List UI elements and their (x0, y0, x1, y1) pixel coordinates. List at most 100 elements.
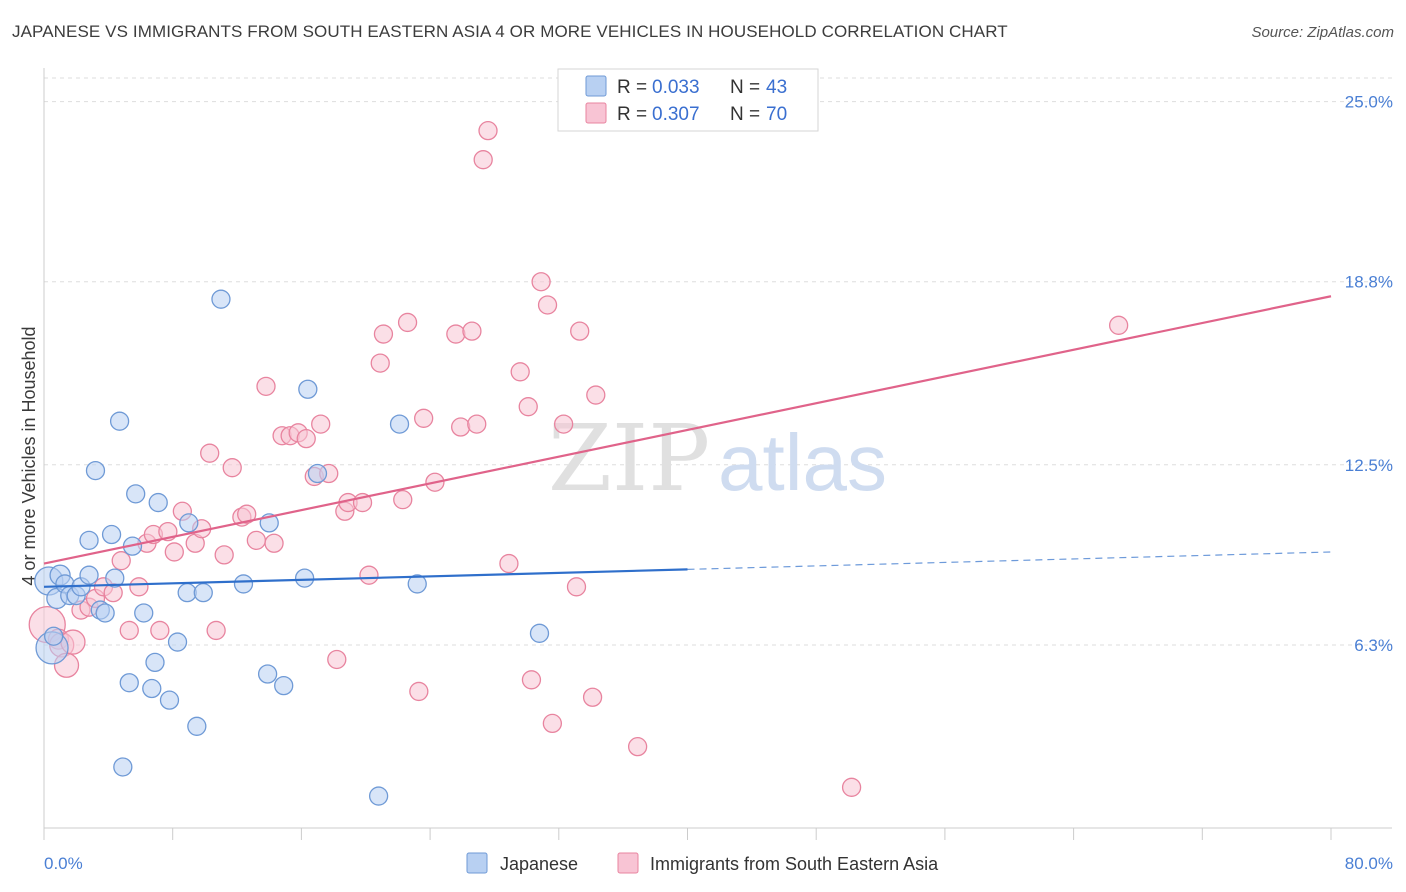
y-tick-labels: 25.0% 18.8% 12.5% 6.3% (1345, 93, 1393, 655)
immigrants-point-12 (129, 577, 149, 597)
immigrants-point-59 (531, 272, 551, 292)
immigrants-point-43 (373, 324, 394, 344)
japanese-point-41 (529, 623, 550, 643)
y-tick-label-1: 18.8% (1345, 273, 1393, 292)
immigrants-point-46 (409, 681, 429, 702)
japanese-point-12 (95, 603, 115, 623)
japanese-point-15 (109, 411, 130, 431)
japanese-point-19 (126, 484, 146, 504)
immigrants-point-51 (462, 321, 482, 341)
immigrants-point-33 (296, 428, 316, 449)
japanese-point-22 (145, 652, 165, 673)
japanese-point-24 (159, 690, 180, 710)
bottom-legend-label-immigrants: Immigrants from South Eastern Asia (650, 854, 939, 874)
japanese-trend-line-extension (687, 551, 1332, 570)
immigrants-point-56 (510, 362, 530, 382)
japanese-point-40 (407, 574, 427, 594)
bottom-legend-swatch-japanese (466, 852, 488, 874)
japanese-point-31 (233, 574, 254, 594)
japanese-point-30 (211, 289, 231, 309)
immigrants-point-44 (393, 490, 413, 510)
immigrants-point-53 (473, 150, 493, 170)
immigrants-point-29 (264, 533, 284, 553)
japanese-point-34 (274, 675, 294, 696)
japanese-point-28 (187, 716, 207, 736)
japanese-point-13 (101, 524, 122, 545)
japanese-point-36 (298, 379, 318, 399)
legend-n-value-1: 43 (766, 77, 787, 98)
immigrants-point-60 (537, 295, 558, 315)
japanese-point-42 (44, 626, 64, 646)
legend-n-label-2: N = (730, 104, 760, 125)
immigrants-point-47 (414, 408, 434, 428)
japanese-point-27 (179, 513, 199, 533)
japanese-point-35 (294, 568, 315, 588)
bottom-legend: Japanese Immigrants from South Eastern A… (466, 852, 939, 874)
immigrants-point-42 (370, 353, 390, 373)
chart-title: JAPANESE VS IMMIGRANTS FROM SOUTH EASTER… (12, 22, 1008, 41)
series-japanese-points (34, 289, 550, 806)
x-ticks (43, 828, 1332, 840)
immigrants-point-23 (214, 545, 234, 565)
immigrants-point-65 (582, 687, 603, 707)
immigrants-point-52 (467, 414, 487, 434)
japanese-point-37 (307, 463, 328, 484)
immigrants-point-11 (119, 620, 139, 641)
y-tick-label-0: 25.0% (1345, 93, 1393, 112)
immigrants-point-45 (397, 312, 418, 333)
y-tick-label-3: 6.3% (1354, 636, 1393, 655)
trend-lines (43, 295, 1332, 588)
immigrants-point-63 (566, 577, 587, 597)
immigrants-point-58 (521, 670, 542, 690)
immigrants-point-64 (570, 321, 590, 341)
x-tick-label-min: 0.0% (44, 854, 83, 873)
immigrants-point-68 (841, 777, 862, 797)
immigrants-point-57 (518, 397, 538, 417)
japanese-trend-line (43, 568, 688, 588)
watermark-atlas: atlas (718, 418, 887, 507)
y-tick-label-2: 12.5% (1345, 456, 1393, 475)
immigrants-point-17 (164, 542, 184, 562)
legend-r-value-2: 0.307 (652, 104, 700, 125)
x-tick-label-max: 80.0% (1345, 854, 1393, 873)
immigrants-point-61 (542, 713, 563, 734)
japanese-point-23 (148, 492, 168, 513)
legend-swatch-immigrants (585, 102, 607, 124)
japanese-point-10 (85, 460, 106, 481)
immigrants-point-41 (359, 565, 379, 585)
immigrants-point-62 (553, 414, 574, 434)
immigrants-point-15 (150, 620, 170, 641)
japanese-point-32 (257, 664, 278, 684)
immigrants-point-35 (311, 414, 331, 434)
watermark: ZIP atlas (548, 405, 887, 512)
immigrants-point-24 (222, 458, 242, 478)
japanese-point-20 (134, 603, 154, 623)
legend-r-label-1: R = (617, 77, 647, 98)
bottom-legend-label-japanese: Japanese (500, 854, 578, 874)
legend-n-label-1: N = (730, 77, 760, 98)
top-legend: R = 0.033 N = 43 R = 0.307 N = 70 (557, 68, 819, 132)
japanese-point-21 (142, 678, 162, 699)
watermark-zip: ZIP (548, 405, 710, 512)
immigrants-point-66 (586, 385, 606, 405)
japanese-point-8 (79, 565, 99, 585)
immigrants-point-67 (627, 736, 648, 757)
immigrants-point-54 (478, 120, 498, 141)
japanese-point-29 (193, 582, 213, 603)
immigrants-point-22 (206, 620, 226, 641)
japanese-point-14 (105, 568, 125, 588)
immigrants-point-10 (111, 551, 131, 571)
immigrants-trend-line (43, 295, 1332, 565)
immigrants-point-21 (200, 443, 220, 463)
immigrants-point-50 (451, 417, 471, 437)
immigrants-point-28 (256, 376, 276, 396)
series-immigrants-points (28, 120, 1129, 797)
japanese-point-16 (113, 757, 133, 777)
japanese-point-38 (368, 786, 389, 806)
japanese-point-25 (167, 632, 188, 652)
y-axis-label: 4 or more Vehicles in Household (19, 326, 39, 585)
legend-r-value-1: 0.033 (652, 77, 700, 98)
japanese-point-26 (177, 582, 197, 603)
immigrants-point-69 (1108, 315, 1129, 335)
